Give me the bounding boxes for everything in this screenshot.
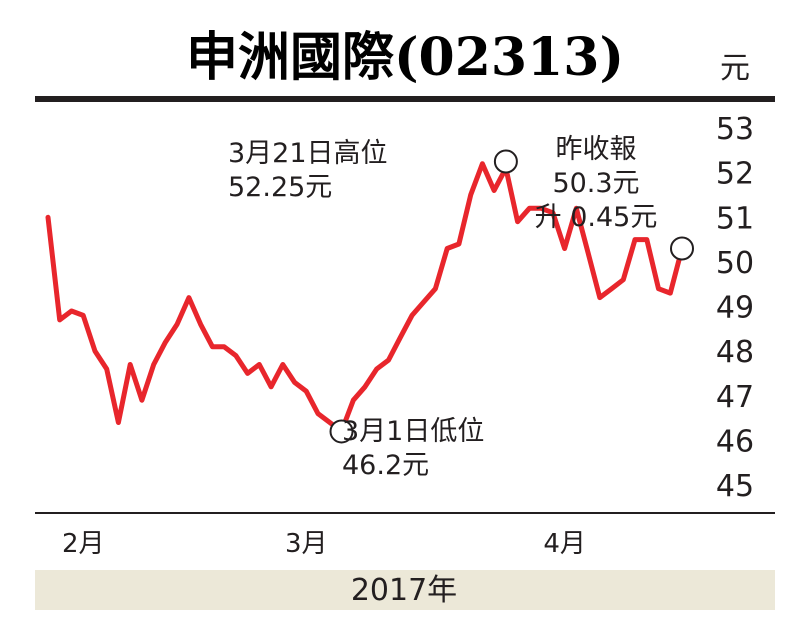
high-annotation-marker [493,149,518,174]
low-annotation-marker [329,419,354,444]
y-tick-label: 50 [716,246,754,281]
year-band [35,570,775,610]
x-tick-label: 3月 [285,529,328,559]
y-tick-label: 49 [716,291,754,326]
y-tick-label: 52 [716,157,754,192]
y-tick-label: 46 [716,424,754,459]
x-tick-label: 4月 [543,529,586,559]
close-annotation-text: 昨收報 [556,134,637,165]
y-axis-unit: 元 [720,51,750,86]
y-tick-labels: 45 46 47 48 49 50 51 52 53 [716,112,754,504]
x-axis-label: 2017年 [351,573,457,608]
high-annotation-text: 3月21日高位 [228,138,388,169]
close-annotation-text: 50.3元 [552,168,639,199]
top-rule [35,96,775,102]
y-tick-label: 48 [716,335,754,370]
close-annotation-text: 升 0.45元 [535,202,658,233]
y-tick-label: 53 [716,112,754,147]
price-series-line [45,161,685,434]
close-annotation-marker [670,236,694,261]
y-tick-label: 51 [716,201,754,236]
low-annotation-text: 3月1日低位 [342,416,484,447]
high-annotation-text: 52.25元 [228,172,332,203]
x-tick-label: 2月 [62,529,105,559]
chart-title: 申洲國際(02313) [186,27,624,88]
y-tick-label: 45 [716,469,754,504]
low-annotation-text: 46.2元 [342,450,429,481]
x-tick-labels: 2月 3月 4月 [62,529,586,559]
y-tick-label: 47 [716,380,754,415]
